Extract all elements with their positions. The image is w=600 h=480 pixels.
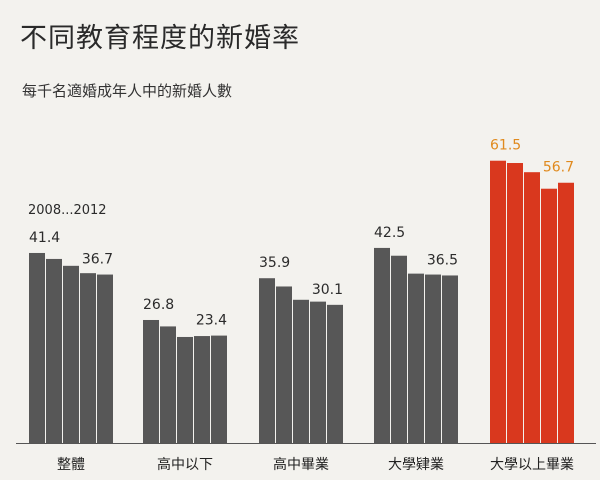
bar-3-2012 [327,304,343,443]
bar-1-2011 [80,273,96,443]
bar-4-2009 [391,255,407,443]
value-label: 30.1 [312,282,343,298]
value-label: 42.5 [374,225,405,241]
value-label: 41.4 [29,230,60,246]
bar-3-2011 [310,301,326,443]
value-label: 35.9 [259,255,290,271]
bar-1-2010 [63,265,79,443]
value-label: 36.5 [427,252,458,268]
value-label: 61.5 [490,138,521,154]
category-label: 高中畢業 [273,456,329,473]
bar-2-2011 [194,336,210,443]
value-label: 26.8 [143,297,174,313]
bar-4-2012 [442,275,458,443]
bar-2-2008 [143,319,159,443]
category-label: 整體 [57,457,85,473]
bar-5-2010 [524,172,540,443]
bar-1-2012 [97,274,113,443]
chart-title: 不同教育程度的新婚率 [20,23,300,54]
bar-1-2009 [46,258,62,443]
category-label: 大學以上畢業 [490,457,574,473]
chart-subtitle: 每千名適婚成年人中的新婚人數 [22,82,233,100]
bar-5-2011 [541,188,557,443]
years-label: 2008...2012 [28,203,107,218]
bar-5-2012 [558,182,574,443]
bar-3-2009 [276,286,292,443]
bar-4-2011 [425,274,441,443]
bar-2-2012 [211,335,227,443]
category-label: 大學肄業 [388,457,444,473]
value-label: 36.7 [82,252,113,268]
bar-4-2008 [374,247,390,443]
value-label: 56.7 [543,160,574,176]
bar-4-2010 [408,273,424,443]
value-label: 23.4 [196,313,227,329]
bar-1-2008 [29,252,45,443]
bar-3-2008 [259,278,275,443]
bar-5-2008 [490,160,506,443]
category-label: 高中以下 [157,456,213,473]
bar-3-2010 [293,299,309,443]
bar-2-2009 [160,326,176,443]
bar-2-2010 [177,336,193,443]
bar-5-2009 [507,163,523,443]
